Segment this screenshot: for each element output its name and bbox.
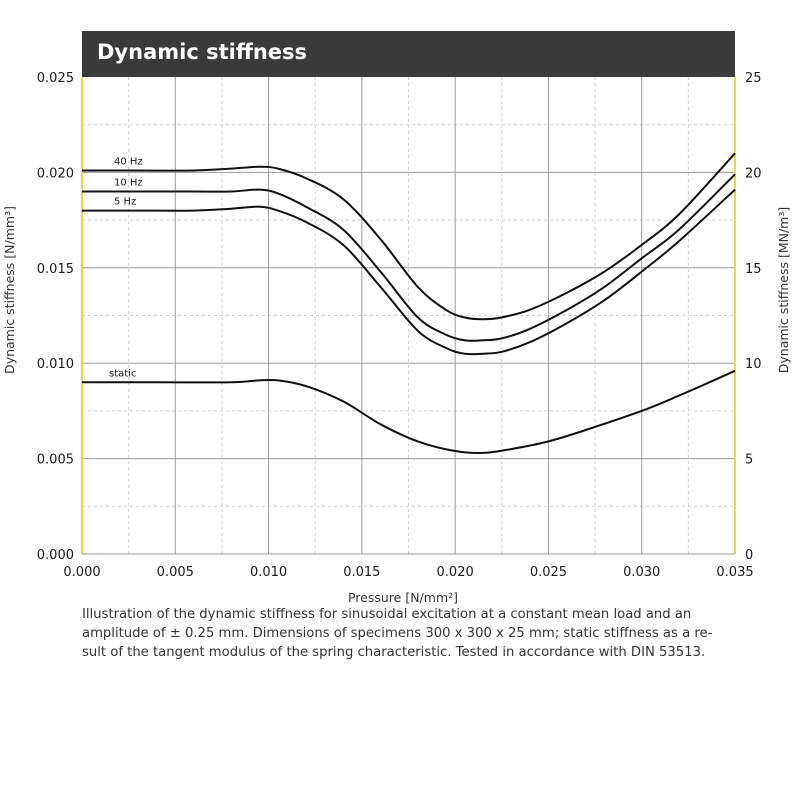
tick-layer: 0.000 0.005 0.010 0.015 0.020 0.025 0.030 0.035… [37,71,762,580]
series-label-40-hz: 40 Hz [114,156,143,167]
y-tick-label-left: 0.010 [37,357,74,372]
y-tick-label-left: 0.015 [37,262,74,277]
y-tick-label-right: 25 [745,71,762,86]
y-axis-label-right: Dynamic stiffness [MN/m³] [776,207,791,374]
series-line-5-hz [82,188,736,356]
x-axis-label: Pressure [N/mm²] [348,590,458,605]
y-tick-label-right: 5 [745,453,753,468]
chart-title: Dynamic stiffness [97,40,308,64]
y-tick-label-left: 0.005 [37,453,74,468]
minor-gridlines [82,77,735,554]
chart-caption: Illustration of the dynamic stiffness fo… [82,607,713,660]
series-line-static [82,369,736,454]
y-tick-label-left: 0.025 [37,71,74,86]
series-layer: 40 Hz 10 Hz 5 Hz static [81,152,736,454]
x-tick-label: 0.025 [530,565,567,580]
x-tick-label: 0.000 [63,565,100,580]
y-tick-label-left: 0.000 [37,548,74,563]
x-tick-label: 0.010 [250,565,287,580]
series-label-5-hz: 5 Hz [114,197,136,208]
y-tick-label-right: 0 [745,548,753,563]
y-tick-label-left: 0.020 [37,166,74,181]
y-axis-label-left: Dynamic stiffness [N/mm³] [2,206,17,374]
x-tick-label: 0.015 [343,565,380,580]
x-tick-label: 0.005 [157,565,194,580]
series-label-10-hz: 10 Hz [114,177,143,188]
series-line-40-hz [81,152,736,321]
y-tick-label-right: 10 [745,357,762,372]
x-tick-label: 0.020 [437,565,474,580]
x-tick-label: 0.030 [623,565,660,580]
x-tick-label: 0.035 [716,565,753,580]
series-label-static: static [109,368,136,379]
series-line-10-hz [82,173,736,342]
plot-frame [81,77,736,555]
y-tick-label-right: 20 [745,166,762,181]
y-tick-label-right: 15 [745,262,762,277]
chart-title-bar: Dynamic stiffness [82,31,735,77]
